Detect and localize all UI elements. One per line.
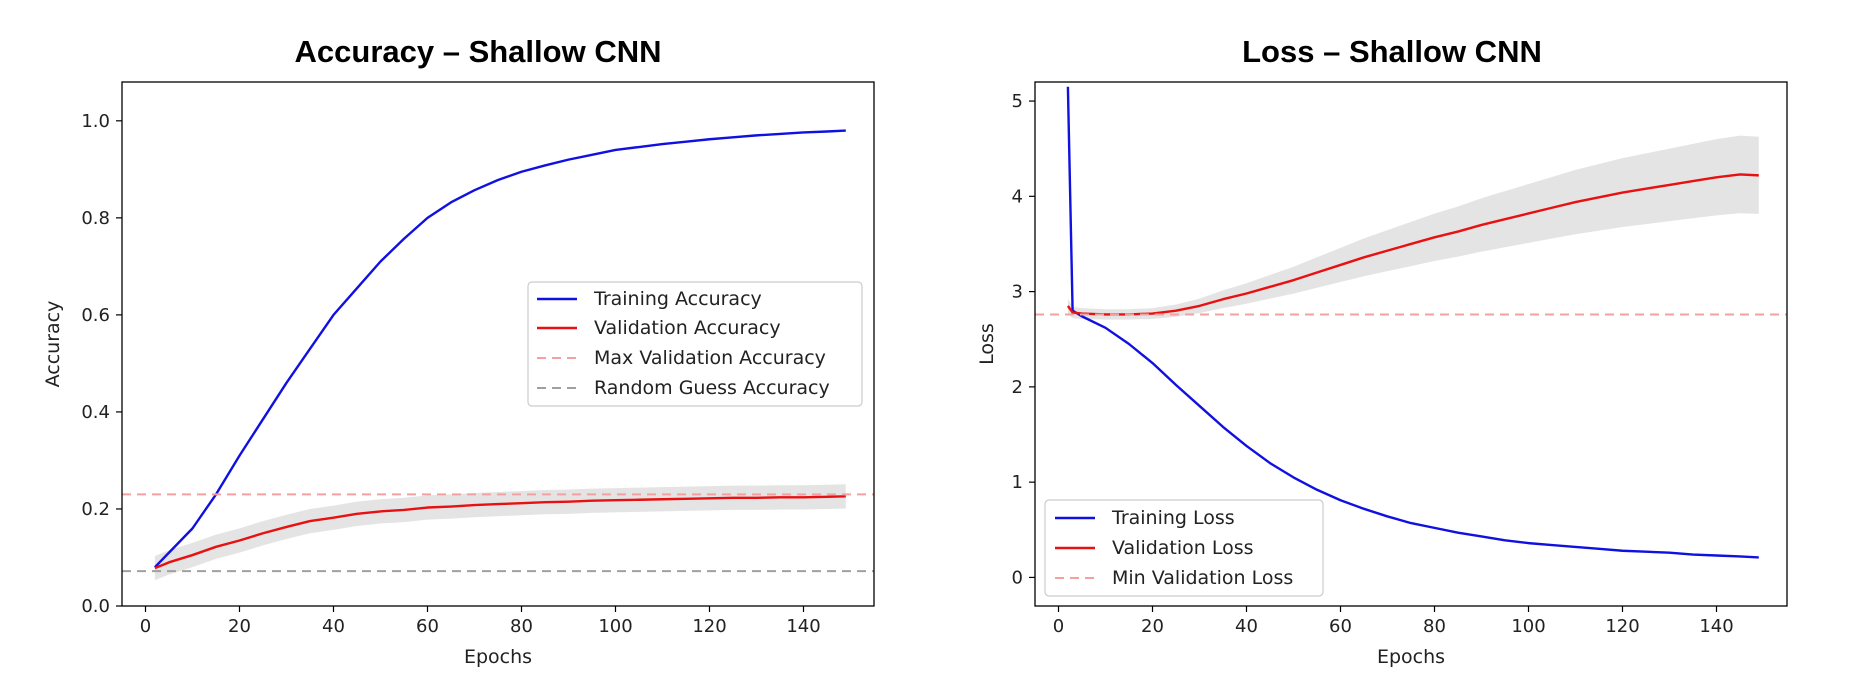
validation-loss-band (1067, 135, 1759, 320)
accuracy-plot-frame (121, 81, 875, 607)
loss-y-tick-label: 3 (1012, 282, 1023, 303)
accuracy-legend: Training Accuracy Validation Accuracy Ma… (527, 281, 863, 407)
loss-chart-title: Loss – Shallow CNN (1242, 34, 1542, 69)
training-loss-line (1066, 86, 1759, 559)
loss-x-tick-label: 20 (1141, 616, 1164, 637)
legend-random-guess-accuracy: Random Guess Accuracy (594, 377, 830, 399)
accuracy-y-tick-label: 0.4 (81, 402, 110, 423)
accuracy-legend-box (527, 281, 863, 407)
accuracy-y-axis-label: Accuracy (42, 301, 64, 388)
accuracy-x-tick-label: 100 (598, 616, 632, 637)
loss-y-axis-label: Loss (976, 323, 998, 365)
accuracy-x-axis-label: Epochs (464, 646, 532, 668)
loss-legend-box (1044, 499, 1324, 597)
loss-x-tick-label: 60 (1329, 616, 1352, 637)
accuracy-x-tick-label: 120 (692, 616, 726, 637)
loss-x-tick-label: 0 (1053, 616, 1064, 637)
accuracy-x-tick-label: 140 (786, 616, 820, 637)
accuracy-y-tick-label: 0.8 (81, 208, 110, 229)
validation-loss-line (1066, 173, 1759, 316)
accuracy-y-tick-label: 0.6 (81, 305, 110, 326)
legend-min-validation-loss: Min Validation Loss (1112, 567, 1293, 589)
loss-x-tick-label: 140 (1699, 616, 1733, 637)
loss-y-tick-label: 5 (1012, 91, 1023, 112)
accuracy-x-tick-label: 80 (510, 616, 533, 637)
loss-chart: Loss – Shallow CNN 0 20 40 60 80 100 120 140 0 1… (976, 34, 1788, 668)
accuracy-chart: Accuracy – Shallow CNN 0 20 40 60 80 100 120 14… (42, 34, 875, 668)
legend-validation-loss: Validation Loss (1112, 537, 1254, 559)
loss-legend: Training Loss Validation Loss Min Valida… (1044, 499, 1324, 597)
accuracy-x-tick-label: 0 (140, 616, 151, 637)
accuracy-x-tick-label: 20 (228, 616, 251, 637)
accuracy-y-tick-label: 0.0 (81, 596, 110, 617)
accuracy-y-tick-label: 0.2 (81, 499, 110, 520)
validation-accuracy-band (154, 484, 846, 581)
loss-y-tick-label: 4 (1012, 186, 1023, 207)
training-accuracy-line (154, 129, 846, 569)
accuracy-chart-title: Accuracy – Shallow CNN (295, 34, 662, 69)
legend-max-validation-accuracy: Max Validation Accuracy (594, 347, 826, 369)
loss-x-tick-label: 40 (1235, 616, 1258, 637)
accuracy-x-tick-label: 40 (322, 616, 345, 637)
legend-training-accuracy: Training Accuracy (593, 288, 762, 310)
legend-training-loss: Training Loss (1111, 507, 1235, 529)
loss-x-tick-label: 80 (1423, 616, 1446, 637)
loss-x-tick-label: 120 (1605, 616, 1639, 637)
loss-y-tick-label: 1 (1012, 472, 1023, 493)
legend-validation-accuracy: Validation Accuracy (594, 317, 781, 339)
validation-accuracy-line (154, 495, 846, 570)
loss-plot-frame (1034, 81, 1788, 607)
loss-x-tick-label: 100 (1511, 616, 1545, 637)
loss-y-tick-label: 0 (1012, 567, 1023, 588)
loss-x-axis-label: Epochs (1377, 646, 1445, 668)
accuracy-y-tick-label: 1.0 (81, 111, 110, 132)
loss-y-tick-label: 2 (1012, 377, 1023, 398)
accuracy-x-tick-label: 60 (416, 616, 439, 637)
